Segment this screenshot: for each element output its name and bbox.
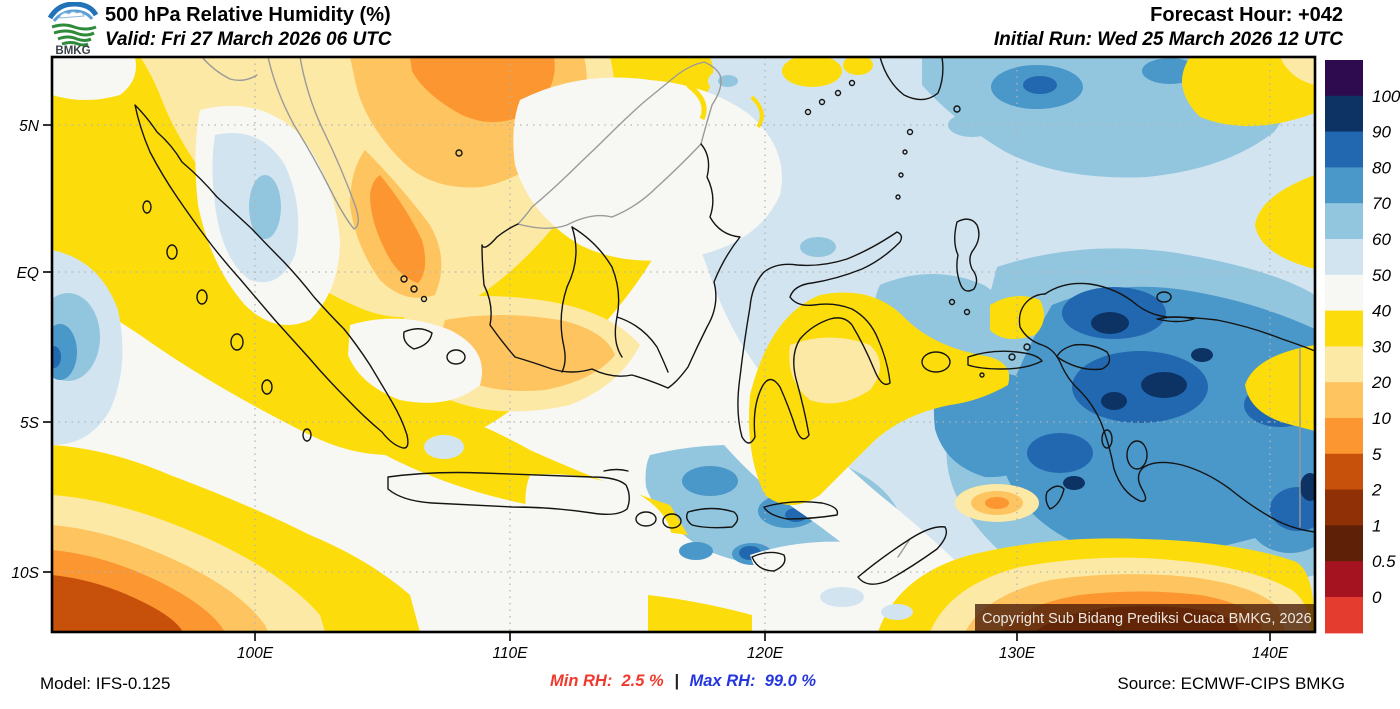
min-rh-value: 2.5 % — [621, 672, 664, 690]
colorbar-cell — [1325, 525, 1363, 562]
lon-label: 120E — [747, 645, 784, 662]
colorbar-label: 30 — [1372, 337, 1391, 356]
colorbar-cell — [1325, 489, 1363, 526]
colorbar-cell — [1325, 561, 1363, 598]
logo-green-waves — [51, 23, 97, 47]
min-rh-label: Min RH: — [550, 672, 613, 690]
lon-label: 110E — [492, 645, 528, 662]
axis-layer: 5N EQ 5S 10S 100E 110E 120E 130E 140E — [11, 118, 1288, 662]
lat-label: 5S — [20, 415, 40, 432]
logo-cloud — [59, 11, 85, 19]
colorbar-cell — [1325, 239, 1363, 276]
colorbar-cell — [1325, 274, 1363, 312]
colorbar-cell — [1325, 60, 1363, 97]
colorbar-label: 90 — [1372, 123, 1391, 142]
colorbar-label: 50 — [1372, 266, 1391, 285]
map-border — [50, 55, 1317, 634]
colorbar-label: 2 — [1371, 481, 1382, 500]
colorbar-cell — [1325, 597, 1363, 634]
forecast-hour: Forecast Hour: +042 — [1150, 4, 1343, 26]
colorbar-cell — [1325, 310, 1363, 347]
colorbar-label: 0.5 — [1372, 552, 1396, 571]
indonesia-coastlines — [134, 57, 1315, 585]
colorbar-label: 0 — [1372, 588, 1382, 607]
lat-label: 5N — [19, 118, 40, 135]
colorbar-cell — [1325, 346, 1363, 383]
lon-label: 100E — [237, 645, 274, 662]
source-label: Source: ECMWF-CIPS BMKG — [1117, 674, 1345, 693]
initial-run: Initial Run: Wed 25 March 2026 12 UTC — [993, 29, 1343, 50]
colorbar-cell — [1325, 453, 1363, 491]
minmax-rh: Min RH: 2.5 % | Max RH: 99.0 % — [550, 672, 816, 691]
foreign-coastlines — [201, 57, 1301, 558]
valid-time: Valid: Fri 27 March 2026 06 UTC — [105, 29, 392, 50]
graticule — [52, 57, 1315, 632]
humidity-map: Copyright Sub Bidang Prediksi Cuaca BMKG… — [11, 55, 1400, 662]
map-field: Copyright Sub Bidang Prediksi Cuaca BMKG… — [52, 57, 1315, 632]
colorbar-label: 20 — [1371, 373, 1391, 392]
colorbar-label: 5 — [1372, 445, 1382, 464]
copyright-strip: Copyright Sub Bidang Prediksi Cuaca BMKG… — [975, 604, 1315, 631]
colorbar-label: 10 — [1372, 409, 1391, 428]
colorbar-label: 100 — [1372, 87, 1400, 106]
minmax-separator: | — [674, 672, 679, 690]
colorbar-cell — [1325, 418, 1363, 455]
colorbar-cell — [1325, 203, 1363, 240]
colorbar-label: 60 — [1372, 230, 1391, 249]
logo-blue-arc2 — [52, 9, 94, 22]
colorbar-cell — [1325, 131, 1363, 168]
copyright-text: Copyright Sub Bidang Prediksi Cuaca BMKG… — [982, 611, 1312, 627]
lat-label: 10S — [11, 565, 39, 582]
logo-text: BMKG — [55, 45, 90, 55]
colorbar-cell — [1325, 95, 1363, 133]
colorbar-cell — [1325, 167, 1363, 204]
max-rh-label: Max RH: — [689, 672, 756, 690]
lon-label: 140E — [1252, 645, 1289, 662]
logo-blue-arc — [47, 2, 99, 20]
max-rh-value: 99.0 % — [764, 672, 817, 690]
lat-label: EQ — [17, 265, 39, 282]
bmkg-logo: BMKG — [47, 2, 99, 55]
colorbar-cell — [1325, 382, 1363, 419]
model-label: Model: IFS-0.125 — [40, 674, 171, 693]
colorbar-label: 40 — [1372, 302, 1391, 321]
colorbar-label: 70 — [1372, 194, 1391, 213]
colorbar: 100 90 80 70 60 50 40 30 20 10 5 2 1 0.5 0 — [1325, 60, 1400, 634]
colorbar-label: 80 — [1372, 158, 1391, 177]
lon-label: 130E — [999, 645, 1036, 662]
page-title: 500 hPa Relative Humidity (%) — [105, 4, 391, 26]
colorbar-label: 1 — [1372, 516, 1381, 535]
